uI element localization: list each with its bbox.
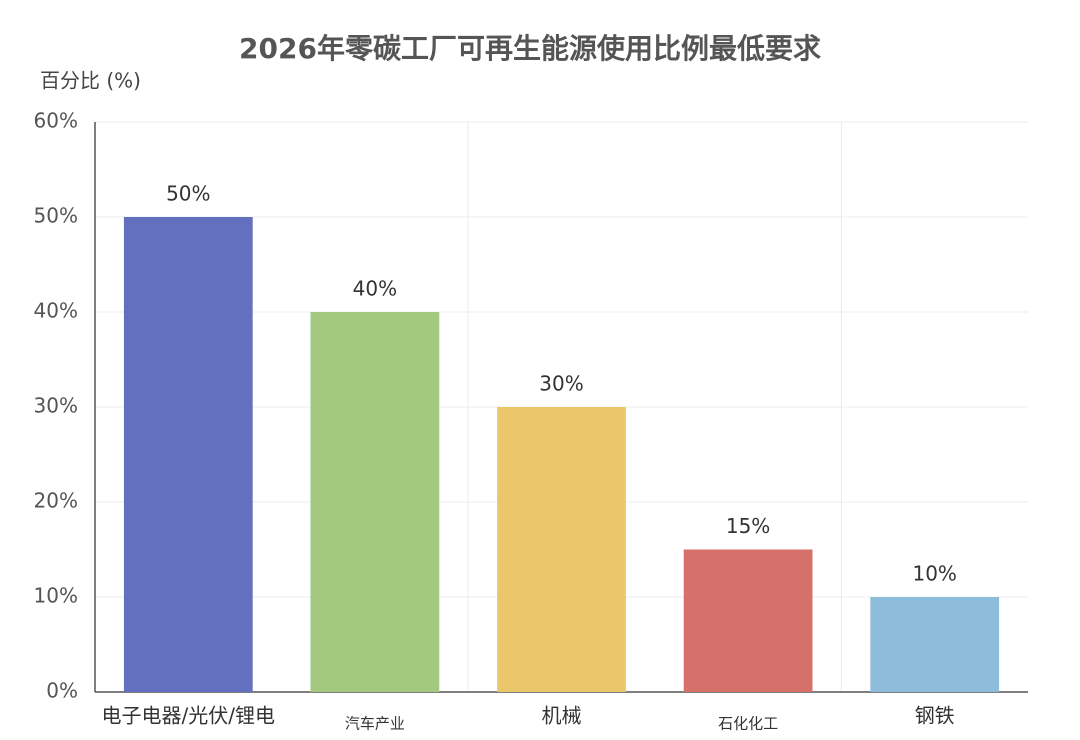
value-label: 50%	[166, 182, 210, 206]
y-tick-label: 30%	[34, 394, 78, 418]
value-label: 30%	[539, 372, 583, 396]
bar	[870, 597, 1000, 692]
y-tick-label: 50%	[34, 204, 78, 228]
x-tick-label: 机械	[542, 704, 582, 728]
x-tick-label: 汽车产业	[345, 715, 405, 733]
y-tick-label: 60%	[34, 109, 78, 133]
value-label: 40%	[353, 277, 397, 301]
x-tick-label: 石化化工	[718, 715, 778, 733]
bar	[310, 312, 440, 692]
y-tick-label: 20%	[34, 489, 78, 513]
bar	[683, 549, 813, 692]
y-tick-label: 10%	[34, 584, 78, 608]
chart-title: 2026年零碳工厂可再生能源使用比例最低要求	[239, 32, 821, 65]
bar	[123, 217, 253, 692]
value-label: 10%	[912, 562, 956, 586]
x-tick-label: 电子电器/光伏/锂电	[102, 704, 275, 728]
y-tick-label: 40%	[34, 299, 78, 323]
value-label: 15%	[726, 514, 770, 538]
x-tick-label: 钢铁	[915, 704, 955, 728]
y-tick-label: 0%	[46, 679, 78, 703]
y-axis-label: 百分比 (%)	[40, 69, 141, 93]
bar	[497, 407, 626, 692]
